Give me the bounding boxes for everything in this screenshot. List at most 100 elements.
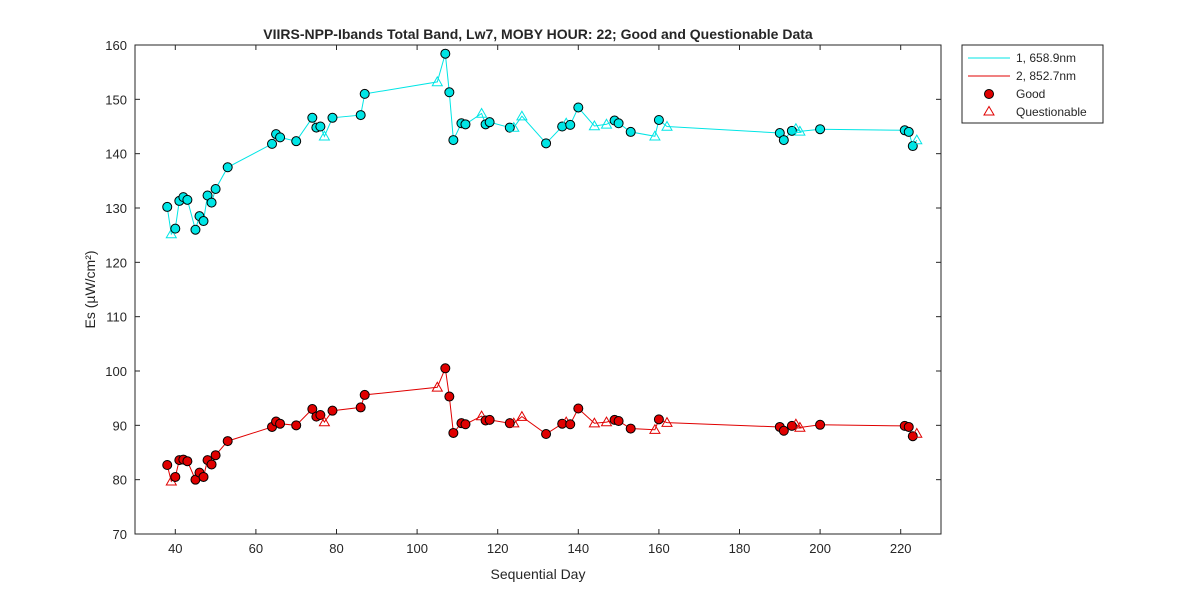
data-point-good [315,121,326,132]
data-point-good [815,124,826,135]
data-point-good [210,450,221,461]
data-point-good [653,114,664,125]
data-point-good [484,117,495,128]
data-point-questionable [649,130,661,141]
data-point-good [162,201,173,212]
data-point-good [210,183,221,194]
data-point-questionable [165,228,178,239]
y-tick-label: 80 [113,473,127,488]
y-tick-label: 130 [105,201,127,216]
data-point-good [484,414,495,425]
data-point-good [903,126,914,137]
data-point-good [190,224,201,235]
data-point-good [460,419,471,430]
data-point-good [267,138,278,149]
data-point-good [206,459,217,470]
data-point-good [653,414,664,425]
data-point-good [315,410,326,421]
data-point-good [170,223,181,234]
data-point-questionable [318,130,331,141]
y-tick-label: 100 [105,364,127,379]
data-point-good [359,389,370,400]
x-tick-label: 180 [729,541,751,556]
data-point-questionable [661,120,673,131]
data-point-good [448,427,459,438]
data-point-good [275,418,286,429]
data-point-good [198,216,209,227]
data-point-questionable [318,416,331,427]
legend-marker-good [984,89,994,99]
data-point-questionable [794,125,806,136]
data-point-good [355,110,366,121]
y-tick-label: 90 [113,418,127,433]
data-point-questionable [431,381,444,392]
data-point-good [573,102,584,113]
data-point-good [541,429,552,440]
data-point-good [182,194,193,205]
data-point-good [198,471,209,482]
x-tick-label: 160 [648,541,670,556]
y-axis-label: Es (µW/cm²) [82,250,98,328]
data-point-good [440,48,451,59]
x-tick-label: 220 [890,541,912,556]
data-point-questionable [507,417,520,428]
data-point-good [291,420,302,431]
data-point-good [778,425,789,436]
data-point-good [613,415,624,426]
data-point-good [565,119,576,130]
legend-label-questionable: Questionable [1016,105,1087,119]
data-point-good [275,132,286,143]
data-point-questionable [588,119,601,131]
data-point-good [444,391,455,402]
data-point-good [170,471,181,482]
x-tick-label: 140 [567,541,589,556]
x-tick-label: 80 [329,541,343,556]
series-layer [162,48,923,486]
data-point-questionable [649,423,661,434]
data-point-good [222,162,233,173]
x-tick-label: 60 [249,541,263,556]
data-point-questionable [910,427,923,438]
data-point-questionable [790,418,802,429]
data-point-good [625,423,636,434]
data-point-questionable [661,416,673,427]
data-point-questionable [516,410,528,421]
data-point-questionable [431,75,444,87]
data-point-questionable [516,110,528,121]
y-tick-label: 120 [105,255,127,270]
data-point-good [903,421,914,432]
data-point-good [460,119,471,130]
legend-marker-questionable [983,105,995,116]
axis-ticks: 40 60 80 100 120 140 160 180 200 220 70 80 90 100 110 1… [105,38,941,556]
data-point-good [162,459,173,470]
data-point-good [206,197,217,208]
legend-label-series-1: 1, 658.9nm [1016,51,1076,65]
data-point-good [355,402,366,413]
legend-label-good: Good [1016,87,1045,101]
data-point-good [327,112,338,123]
data-point-good [565,419,576,430]
y-tick-label: 110 [106,310,127,325]
x-tick-label: 200 [809,541,831,556]
chart-title: VIIRS-NPP-Ibands Total Band, Lw7, MOBY H… [263,26,813,42]
x-tick-label: 120 [487,541,509,556]
data-point-good [815,419,826,430]
data-point-good [778,135,789,146]
x-tick-label: 40 [168,541,182,556]
data-point-questionable [588,417,601,428]
data-point-good [573,403,584,414]
data-point-good [444,87,455,98]
legend-label-series-2: 2, 852.7nm [1016,69,1076,83]
plot-area [134,44,942,535]
data-point-good [359,88,370,99]
data-point-questionable [910,134,923,145]
y-tick-label: 150 [105,92,127,107]
data-point-questionable [475,107,488,118]
data-point-good [291,136,302,147]
data-point-good [613,118,624,129]
data-point-questionable [600,118,613,129]
data-point-good [307,404,318,415]
data-point-good [222,436,233,447]
data-point-good [307,112,318,123]
